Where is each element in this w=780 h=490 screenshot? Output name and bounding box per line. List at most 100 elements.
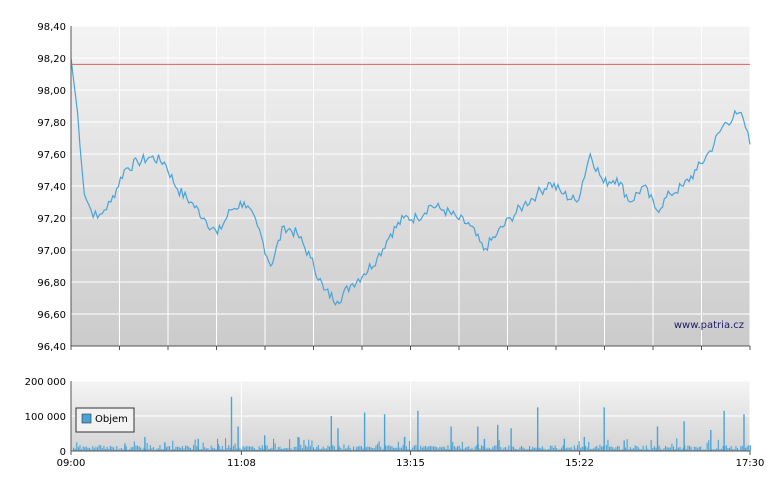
volume-bar bbox=[445, 449, 447, 451]
volume-bar bbox=[645, 445, 647, 451]
volume-bar bbox=[537, 407, 539, 452]
volume-bar bbox=[162, 449, 164, 451]
volume-bar bbox=[138, 446, 140, 451]
volume-bar bbox=[218, 445, 220, 451]
volume-bar bbox=[258, 446, 260, 451]
volume-bar bbox=[697, 448, 699, 451]
volume-bar bbox=[708, 440, 710, 451]
volume-bar bbox=[209, 449, 211, 451]
volume-bar bbox=[217, 444, 219, 451]
volume-bar bbox=[109, 445, 111, 451]
volume-bar bbox=[303, 440, 305, 451]
volume-bar bbox=[583, 437, 585, 451]
volume-bar bbox=[581, 446, 583, 451]
volume-bar bbox=[108, 448, 110, 451]
volume-bar bbox=[626, 439, 628, 451]
volume-bar bbox=[650, 439, 652, 451]
volume-bar bbox=[450, 426, 452, 451]
volume-bar bbox=[111, 446, 113, 451]
volume-bar bbox=[308, 439, 310, 451]
volume-bar bbox=[485, 448, 487, 451]
volume-bar bbox=[188, 446, 190, 451]
volume-bar bbox=[530, 449, 532, 451]
volume-bar bbox=[125, 446, 127, 451]
price-y-tick-label: 96,60 bbox=[37, 310, 66, 321]
volume-bar bbox=[681, 449, 683, 451]
volume-bar bbox=[247, 446, 249, 451]
volume-bar bbox=[685, 449, 687, 451]
volume-bar bbox=[522, 447, 524, 451]
volume-bar bbox=[453, 446, 455, 451]
volume-bar bbox=[367, 446, 369, 451]
volume-bar bbox=[516, 449, 518, 451]
volume-bar bbox=[737, 448, 739, 451]
volume-bar bbox=[607, 439, 609, 451]
volume-bar bbox=[157, 448, 159, 451]
volume-bar bbox=[399, 447, 401, 451]
volume-bar bbox=[362, 448, 364, 451]
volume-bar bbox=[255, 449, 257, 451]
volume-bar bbox=[378, 441, 380, 451]
volume-bar bbox=[117, 449, 119, 451]
volume-bar bbox=[431, 446, 433, 451]
price-y-tick-label: 97,80 bbox=[37, 118, 66, 129]
volume-bar bbox=[93, 448, 95, 451]
volume-bar bbox=[463, 448, 465, 451]
volume-bar bbox=[613, 448, 615, 451]
volume-x-tick-label: 09:00 bbox=[57, 458, 86, 469]
volume-bar bbox=[330, 416, 332, 451]
volume-bar bbox=[421, 447, 423, 451]
price-y-tick-label: 97,00 bbox=[37, 246, 66, 257]
volume-bar bbox=[553, 447, 555, 451]
volume-bar bbox=[97, 447, 99, 451]
volume-bar bbox=[383, 414, 386, 452]
volume-bar bbox=[268, 449, 270, 451]
price-chart: 96,40 96,60 96,80 97,00 97,20 97,40 97,60 97,80… bbox=[37, 22, 751, 353]
volume-bar bbox=[244, 447, 246, 451]
volume-bar bbox=[668, 447, 670, 451]
volume-bar bbox=[305, 445, 307, 451]
volume-bar bbox=[79, 445, 81, 451]
volume-bar bbox=[101, 448, 103, 451]
volume-bar bbox=[426, 447, 428, 451]
volume-bar bbox=[409, 440, 411, 451]
volume-bar bbox=[508, 445, 510, 451]
volume-bar bbox=[287, 447, 289, 451]
volume-bar bbox=[85, 446, 87, 451]
volume-bar bbox=[381, 449, 383, 451]
volume-bar bbox=[140, 447, 142, 451]
volume-bar bbox=[340, 447, 342, 451]
volume-bar bbox=[653, 446, 655, 451]
volume-bar bbox=[180, 448, 182, 451]
volume-bar bbox=[345, 448, 347, 451]
volume-bar bbox=[265, 445, 267, 451]
volume-bar bbox=[154, 449, 156, 451]
volume-bar bbox=[641, 449, 643, 451]
volume-y-tick-label: 100 000 bbox=[25, 412, 66, 423]
volume-bar bbox=[242, 446, 244, 451]
volume-bar bbox=[543, 448, 545, 451]
volume-bar bbox=[239, 447, 241, 451]
volume-bar bbox=[130, 447, 132, 451]
volume-bar bbox=[713, 449, 715, 451]
volume-bar bbox=[706, 442, 708, 451]
volume-bar bbox=[225, 438, 227, 451]
volume-bar bbox=[602, 446, 604, 451]
volume-bar bbox=[489, 448, 491, 451]
volume-bar bbox=[647, 448, 649, 451]
volume-bar bbox=[394, 447, 396, 451]
volume-bar bbox=[663, 448, 665, 451]
volume-bar bbox=[194, 439, 196, 451]
volume-bar bbox=[250, 446, 252, 451]
volume-bar bbox=[690, 447, 692, 451]
volume-bar bbox=[452, 441, 454, 451]
volume-bar bbox=[509, 449, 511, 451]
volume-bar bbox=[428, 446, 430, 451]
volume-bar bbox=[189, 447, 191, 451]
volume-bar bbox=[481, 445, 483, 451]
volume-bar bbox=[495, 445, 497, 451]
volume-bar bbox=[264, 435, 266, 452]
volume-bar bbox=[114, 449, 116, 451]
volume-y-tick-label: 200 000 bbox=[25, 377, 66, 388]
volume-bars bbox=[73, 396, 751, 452]
